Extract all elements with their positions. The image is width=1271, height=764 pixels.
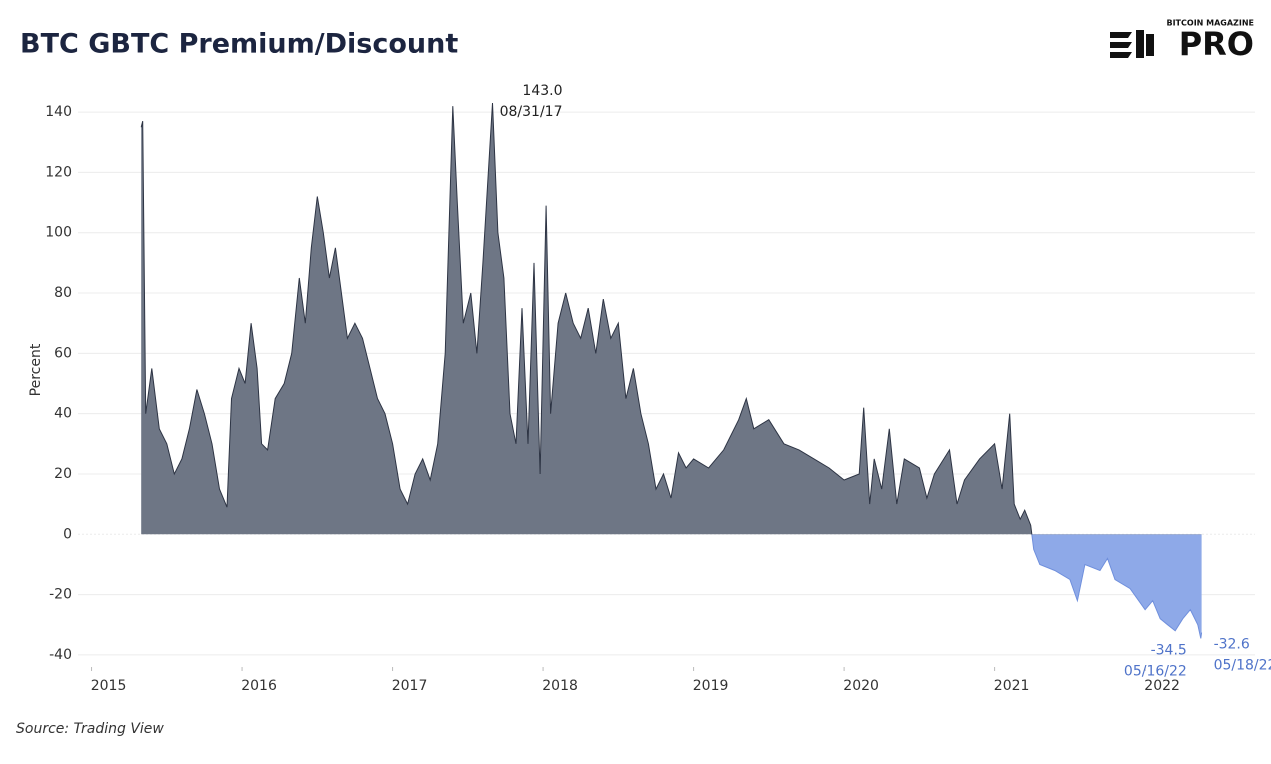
logo-icon	[1110, 30, 1154, 58]
y-axis-title: Percent	[28, 343, 44, 396]
y-tick-label: 60	[54, 345, 72, 361]
annotation-date: 08/31/17	[500, 104, 563, 120]
y-tick-label: 100	[45, 225, 72, 241]
y-tick-label: 80	[54, 285, 72, 301]
x-tick-label: 2021	[994, 678, 1030, 694]
annotation-value: 143.0	[522, 83, 562, 99]
x-tick-label: 2019	[693, 678, 729, 694]
chart-title: BTC GBTC Premium/Discount	[20, 29, 458, 60]
x-tick-label: 2018	[542, 678, 578, 694]
y-tick-label: 120	[45, 164, 72, 180]
annotation-date: 05/18/22	[1214, 658, 1271, 674]
brand-logo: BITCOIN MAGAZINE PRO	[1110, 19, 1254, 63]
y-tick-label: 40	[54, 406, 72, 422]
area-line	[140, 102, 1203, 639]
y-tick-label: 20	[54, 466, 72, 482]
y-tick-label: -20	[49, 587, 72, 603]
annotation-date: 05/16/22	[1124, 663, 1187, 679]
annotation-value: -34.5	[1151, 642, 1187, 658]
x-tick-label: 2015	[91, 678, 127, 694]
annotation-value: -32.6	[1214, 637, 1250, 653]
brand-top: BITCOIN MAGAZINE	[1166, 19, 1254, 28]
brand: PRO	[1179, 25, 1254, 63]
source: Source: Trading View	[16, 721, 164, 737]
x-tick-label: 2017	[392, 678, 428, 694]
x-tick-label: 2022	[1144, 678, 1180, 694]
y-tick-label: 0	[63, 526, 72, 542]
x-tick-label: 2020	[843, 678, 879, 694]
y-tick-label: 140	[45, 104, 72, 120]
x-tick-label: 2016	[241, 678, 277, 694]
area-fill	[141, 103, 1202, 639]
y-tick-label: -40	[49, 647, 72, 663]
